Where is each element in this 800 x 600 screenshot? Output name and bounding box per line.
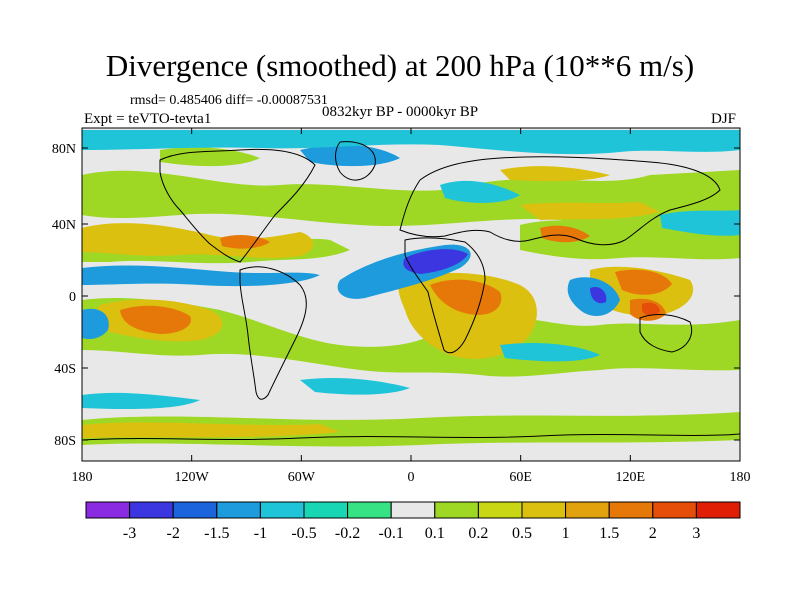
field-moderate-negative (82, 308, 109, 340)
coastline-antarctica (82, 433, 740, 441)
field-weak-positive (82, 412, 740, 447)
colorbar-swatch (565, 501, 610, 519)
colorbar-swatch (85, 501, 131, 519)
colorbar-label: 2 (649, 525, 657, 542)
field-moderate-positive (82, 422, 340, 438)
lon-tick-label: 0 (408, 470, 415, 485)
colorbar-label: -0.5 (291, 525, 316, 542)
stats-text: rmsd= 0.485406 diff= -0.00087531 (130, 93, 328, 108)
colorbar-swatch (390, 501, 436, 519)
field-weak-negative (440, 180, 520, 203)
field-weak-negative (660, 210, 740, 236)
colorbar-label: -1 (254, 525, 267, 542)
colorbar-swatch (216, 501, 261, 519)
colorbar-label: 0.1 (425, 525, 445, 542)
coastline-south-america (239, 266, 307, 400)
map-title: Divergence (smoothed) at 200 hPa (10**6 … (105, 48, 695, 83)
field-moderate-positive (82, 223, 314, 258)
lat-tick-label: 80N (52, 142, 76, 157)
lon-tick-label: 180 (72, 470, 93, 485)
colorbar-swatch (695, 501, 741, 519)
field-weak-negative (82, 130, 740, 155)
coastline-europe-asia (399, 156, 721, 246)
colorbar-swatch (477, 501, 523, 519)
colorbar-label: -0.1 (379, 525, 404, 542)
field-weak-negative (300, 377, 410, 395)
field-weak-negative (82, 392, 200, 410)
lat-tick-label: 0 (69, 290, 76, 305)
colorbar-label: -0.2 (335, 525, 360, 542)
colorbar-label: 3 (692, 525, 700, 542)
field-weak-positive (160, 147, 260, 167)
lat-tick-label: 40N (52, 218, 76, 233)
lat-tick-label: 40S (54, 362, 76, 377)
coastline-australia (639, 314, 693, 353)
colorbar-swatch (303, 501, 349, 519)
colorbar-swatch (608, 501, 654, 519)
lon-tick-label: 120W (175, 470, 210, 485)
experiment-label: Expt = teVTO-tevta1 (84, 111, 212, 127)
colorbar-swatch (172, 501, 218, 519)
colorbar-swatch (259, 501, 305, 519)
lat-tick-label: 80S (54, 434, 76, 449)
field-moderate-negative (82, 265, 320, 287)
lon-tick-label: 60W (288, 470, 316, 485)
field-weak-negative (500, 343, 600, 362)
field-strong-positive (615, 269, 672, 295)
coastline-north-america (159, 148, 316, 263)
lon-tick-label: 60E (509, 470, 532, 485)
field-moderate-positive (500, 166, 610, 182)
latitude-axis: 80N 40N 0 40S 80S (52, 142, 740, 449)
coastlines (82, 141, 740, 441)
colorbar-label: 1.5 (599, 525, 619, 542)
colorbar-label: -2 (167, 525, 180, 542)
colorbar-swatch (347, 501, 392, 519)
colorbar-label: 0.5 (512, 525, 532, 542)
field-moderate-positive (520, 202, 660, 220)
colorbar-swatch (434, 501, 479, 519)
field-strong-positive (120, 305, 191, 334)
colorbar-label: 0.2 (468, 525, 488, 542)
season-label: DJF (711, 111, 737, 127)
coastline-africa (404, 237, 486, 354)
field-strong-negative (403, 249, 468, 274)
divergence-field (82, 130, 740, 447)
colorbar-swatch (521, 501, 567, 519)
colorbar-swatch (652, 501, 697, 519)
coastline-greenland (335, 141, 376, 181)
colorbar-label: -1.5 (204, 525, 229, 542)
colorbar: -3 -2 -1.5 -1 -0.5 -0.2 -0.1 0.1 0.2 0.5 1 1.5 2 3 (85, 501, 741, 542)
period-label: 0832kyr BP - 0000kyr BP (322, 104, 479, 120)
longitude-axis: 180 120W 60W 0 60E 120E 180 (72, 128, 751, 485)
colorbar-swatch (129, 501, 174, 519)
colorbar-label: 1 (562, 525, 570, 542)
field-strong-positive (540, 225, 590, 243)
field-strong-negative (590, 286, 607, 304)
colorbar-label: -3 (123, 525, 136, 542)
field-max-positive (642, 302, 660, 316)
lon-tick-label: 120E (616, 470, 646, 485)
field-moderate-positive (398, 272, 537, 359)
lon-tick-label: 180 (730, 470, 751, 485)
